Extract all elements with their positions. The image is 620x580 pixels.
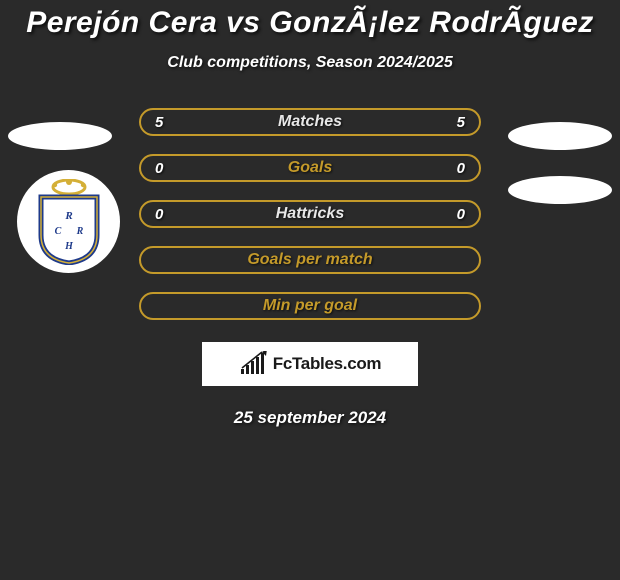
svg-text:R: R: [64, 210, 72, 222]
subtitle: Club competitions, Season 2024/2025: [0, 54, 620, 72]
stat-label: Hattricks: [185, 205, 435, 223]
fctables-logo: FcTables.com: [202, 342, 418, 386]
stat-right-value: 5: [435, 114, 465, 131]
player-avatar-left: [8, 122, 112, 150]
club-badge-left: R C R H: [17, 170, 120, 273]
stat-left-value: 0: [155, 160, 185, 177]
svg-text:H: H: [64, 241, 74, 252]
page-title: Perejón Cera vs GonzÃ¡lez RodrÃ­guez: [0, 6, 620, 40]
logo-text: FcTables.com: [273, 354, 382, 374]
stat-label: Min per goal: [185, 297, 435, 315]
crest-icon: R C R H: [33, 179, 105, 265]
stat-row: Min per goal: [139, 292, 481, 320]
bars-icon: [239, 351, 271, 377]
club-badge-right: [508, 176, 612, 204]
stat-label: Goals per match: [185, 251, 435, 269]
stat-left-value: 5: [155, 114, 185, 131]
stat-right-value: 0: [435, 206, 465, 223]
player-avatar-right: [508, 122, 612, 150]
stat-row: Goals per match: [139, 246, 481, 274]
svg-text:R: R: [75, 226, 83, 237]
stat-left-value: 0: [155, 206, 185, 223]
stat-row: 0Hattricks0: [139, 200, 481, 228]
stat-label: Matches: [185, 113, 435, 131]
stat-label: Goals: [185, 159, 435, 177]
stat-right-value: 0: [435, 160, 465, 177]
date-label: 25 september 2024: [0, 408, 620, 428]
stat-row: 5Matches5: [139, 108, 481, 136]
svg-text:C: C: [54, 226, 61, 237]
stat-row: 0Goals0: [139, 154, 481, 182]
